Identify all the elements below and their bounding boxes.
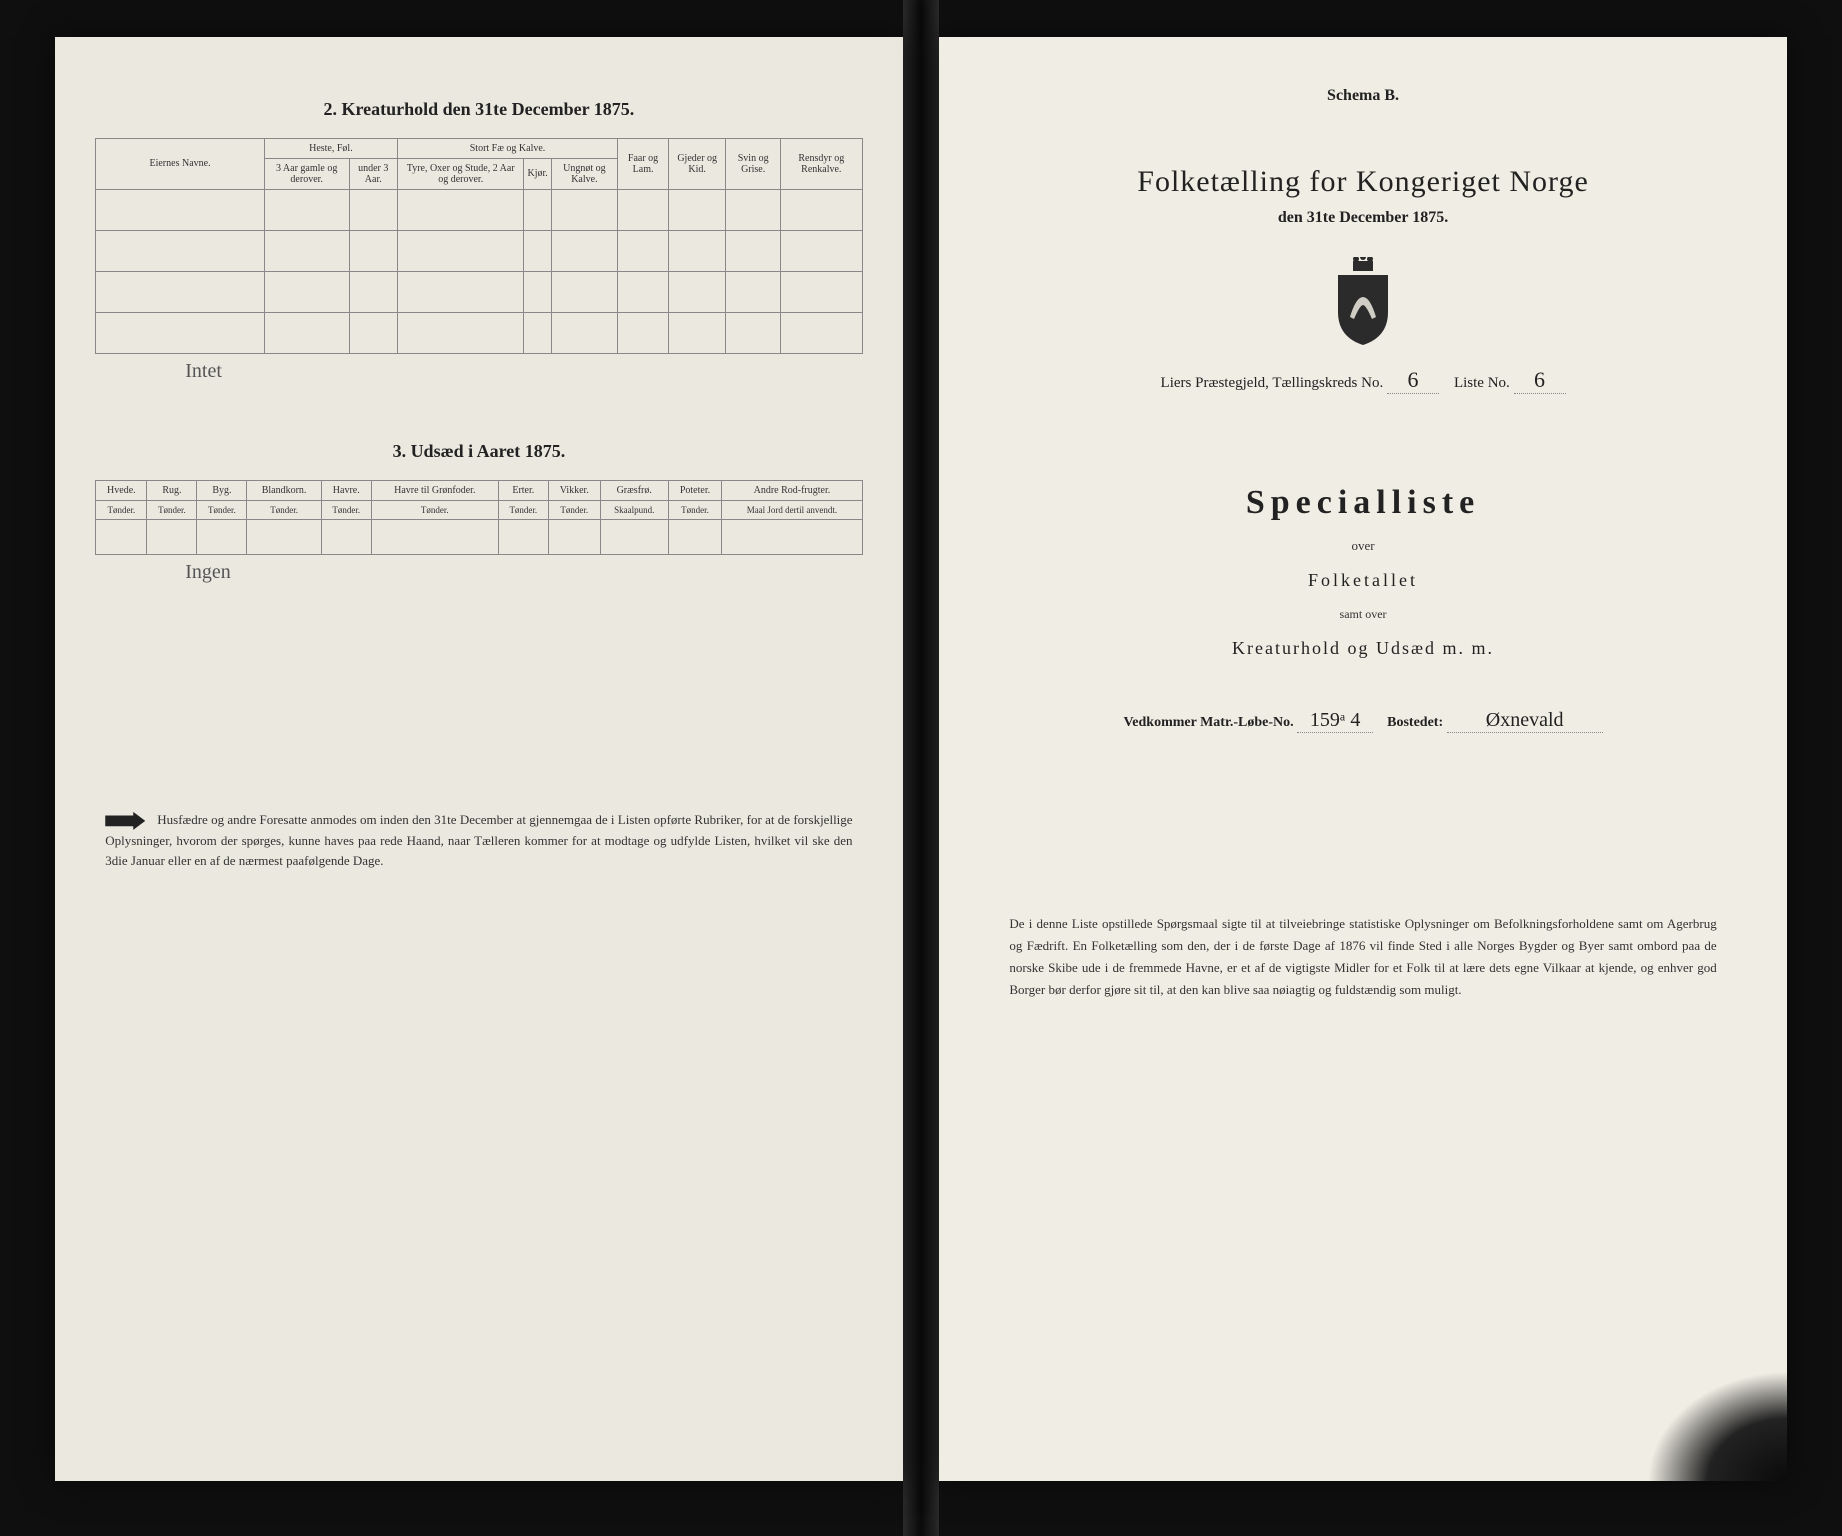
livestock-table: Eiernes Navne. Heste, Føl. Stort Fæ og K…: [95, 138, 862, 354]
district-label-2: Tællingskreds No.: [1272, 375, 1383, 391]
section3-handwritten: Ingen: [95, 555, 862, 590]
col-faar: Faar og Lam.: [618, 138, 669, 189]
col-subheader: Tønder.: [371, 500, 498, 519]
col-heste-a: 3 Aar gamle og derover.: [264, 158, 349, 189]
col-group-heste: Heste, Føl.: [264, 138, 397, 158]
col-subheader: Tønder.: [197, 500, 247, 519]
section2-title: 2. Kreaturhold den 31te December 1875.: [95, 99, 862, 120]
vedkom-label: Vedkommer Matr.-Løbe-No.: [1123, 715, 1293, 730]
coat-of-arms-icon: [1328, 257, 1398, 347]
col-header: Andre Rod-frugter.: [722, 480, 862, 500]
sowing-table: Hvede.Rug.Byg.Blandkorn.Havre.Havre til …: [95, 480, 862, 555]
table-row: [96, 230, 862, 271]
col-heste-b: under 3 Aar.: [349, 158, 397, 189]
census-subtitle: den 31te December 1875.: [979, 209, 1746, 227]
col-fae-b: Kjør.: [524, 158, 551, 189]
col-group-fae: Stort Fæ og Kalve.: [397, 138, 617, 158]
liste-label: Liste No.: [1454, 375, 1510, 391]
col-subheader: Tønder.: [96, 500, 147, 519]
col-rens: Rensdyr og Renkalve.: [781, 138, 863, 189]
col-header: Erter.: [498, 480, 548, 500]
col-header: Rug.: [147, 480, 197, 500]
col-header: Poteter.: [668, 480, 722, 500]
vedkommer-line: Vedkommer Matr.-Løbe-No. 159ᵃ 4 Bostedet…: [979, 709, 1746, 733]
right-page: Schema B. Folketælling for Kongeriget No…: [939, 37, 1786, 1481]
kreaturhold-label: Kreaturhold og Udsæd m. m.: [979, 638, 1746, 659]
col-header: Blandkorn.: [247, 480, 321, 500]
matr-no: 159ᵃ 4: [1297, 709, 1373, 733]
right-footnote: De i denne Liste opstillede Spørgsmaal s…: [979, 913, 1746, 1001]
col-header: Hvede.: [96, 480, 147, 500]
col-subheader: Tønder.: [247, 500, 321, 519]
folketallet-label: Folketallet: [979, 570, 1746, 591]
table-row: [96, 271, 862, 312]
liste-no: 6: [1514, 367, 1566, 394]
specialliste-heading: Specialliste: [979, 484, 1746, 522]
col-subheader: Tønder.: [548, 500, 600, 519]
col-svin: Svin og Grise.: [726, 138, 781, 189]
col-header: Vikker.: [548, 480, 600, 500]
left-footnote: Husfædre og andre Foresatte anmodes om i…: [95, 810, 862, 872]
left-page: 2. Kreaturhold den 31te December 1875. E…: [55, 37, 902, 1481]
col-header: Græsfrø.: [600, 480, 668, 500]
schema-label: Schema B.: [979, 87, 1746, 105]
col-fae-a: Tyre, Oxer og Stude, 2 Aar og derover.: [397, 158, 523, 189]
pointing-hand-icon: [105, 812, 145, 830]
col-header: Havre til Grønfoder.: [371, 480, 498, 500]
col-header: Byg.: [197, 480, 247, 500]
census-title: Folketælling for Kongeriget Norge: [979, 165, 1746, 199]
table-row: [96, 519, 862, 554]
col-subheader: Tønder.: [147, 500, 197, 519]
col-gjed: Gjeder og Kid.: [669, 138, 726, 189]
table-row: [96, 189, 862, 230]
district-label-1: Liers Præstegjeld,: [1161, 375, 1269, 391]
col-subheader: Maal Jord dertil anvendt.: [722, 500, 862, 519]
col-subheader: Skaalpund.: [600, 500, 668, 519]
col-fae-c: Ungnøt og Kalve.: [551, 158, 617, 189]
thumb-shadow: [1647, 1371, 1787, 1481]
samt-label: samt over: [979, 607, 1746, 622]
col-subheader: Tønder.: [498, 500, 548, 519]
bosted-value: Øxnevald: [1447, 709, 1603, 733]
district-line: Liers Præstegjeld, Tællingskreds No. 6 L…: [979, 367, 1746, 394]
left-footnote-text: Husfædre og andre Foresatte anmodes om i…: [105, 812, 852, 869]
book-spread: 2. Kreaturhold den 31te December 1875. E…: [0, 0, 1842, 1536]
table-row: [96, 312, 862, 353]
col-subheader: Tønder.: [321, 500, 371, 519]
col-header: Havre.: [321, 480, 371, 500]
kreds-no: 6: [1387, 367, 1439, 394]
over-label: over: [979, 538, 1746, 554]
col-owner: Eiernes Navne.: [96, 138, 265, 189]
col-subheader: Tønder.: [668, 500, 722, 519]
bosted-label: Bostedet:: [1387, 715, 1443, 730]
book-spine: [903, 0, 940, 1536]
section2-handwritten: Intet: [95, 354, 862, 389]
section3-title: 3. Udsæd i Aaret 1875.: [95, 441, 862, 462]
